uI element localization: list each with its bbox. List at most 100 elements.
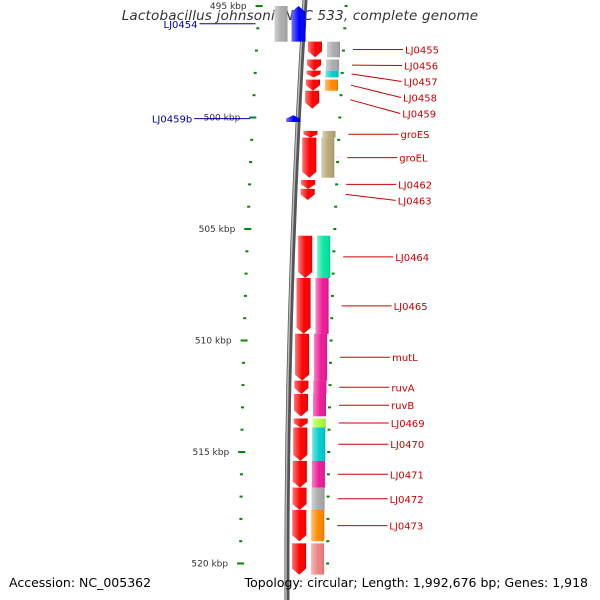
gene-arrow-shade xyxy=(292,543,307,575)
minor-tick-right xyxy=(330,317,334,320)
minor-tick-left xyxy=(250,138,254,141)
gene-label[interactable]: LJ0458 xyxy=(403,94,437,105)
gene-label[interactable]: LJ0471 xyxy=(390,470,424,481)
gene-arrow-shade xyxy=(293,418,308,428)
cog-bar-shade xyxy=(327,41,340,58)
gene-label[interactable]: LJ0456 xyxy=(404,62,438,73)
ruler-label: 520 kbp xyxy=(191,560,228,570)
gene-label[interactable]: groES xyxy=(401,130,430,141)
gene-arrow-shade xyxy=(302,137,317,178)
gene-arrow-shade xyxy=(294,380,309,395)
gene-label[interactable]: LJ0462 xyxy=(398,180,432,191)
minor-tick-right xyxy=(329,361,332,364)
gene-label[interactable]: mutL xyxy=(392,353,418,364)
gene-label[interactable]: ruvB xyxy=(391,401,414,412)
minor-tick-right xyxy=(340,71,344,74)
label-connector xyxy=(345,193,396,201)
minor-tick-right xyxy=(328,384,332,387)
minor-tick-right xyxy=(329,339,333,342)
ruler-label: 495 kbp xyxy=(210,2,247,12)
gene-arrow-shade xyxy=(307,41,322,58)
gene-arrow-shade xyxy=(298,235,313,279)
label-connector xyxy=(351,73,402,82)
minor-tick-right xyxy=(341,49,345,52)
minor-tick-left xyxy=(247,205,251,208)
cog-bar-shade xyxy=(313,380,327,394)
gene-label[interactable]: LJ0455 xyxy=(405,46,439,57)
minor-tick-right xyxy=(333,228,337,230)
ruler-label: 515 kbp xyxy=(193,448,230,458)
minor-tick-right xyxy=(344,5,348,7)
minor-tick-right xyxy=(332,250,336,253)
minor-tick-right xyxy=(343,27,347,30)
cog-bar-shade xyxy=(311,543,325,575)
minor-tick-right xyxy=(334,205,338,208)
gene-arrow-shade xyxy=(306,70,321,78)
cog-bar-shade xyxy=(274,6,288,42)
minor-tick-right xyxy=(335,183,339,186)
cog-bar-shade xyxy=(326,59,340,71)
gene-arrow-shade xyxy=(286,115,301,122)
ruler-tick xyxy=(237,562,245,565)
cog-bar-shade xyxy=(314,333,328,381)
gene-arrow-shade xyxy=(307,59,322,71)
gene-label[interactable]: LJ0459b xyxy=(152,115,192,126)
minor-tick-left xyxy=(245,250,249,253)
gene-label[interactable]: LJ0463 xyxy=(398,196,432,207)
minor-tick-right xyxy=(326,562,330,565)
minor-tick-left xyxy=(239,495,243,498)
minor-tick-right xyxy=(327,428,331,431)
gene-label[interactable]: LJ0470 xyxy=(390,440,424,451)
gene-label[interactable]: LJ0465 xyxy=(394,302,428,313)
gene-label[interactable]: LJ0454 xyxy=(164,20,198,31)
ruler-tick xyxy=(238,451,246,453)
gene-label[interactable]: LJ0459 xyxy=(402,110,436,121)
gene-arrow-shade xyxy=(291,6,306,42)
minor-tick-right xyxy=(327,451,331,453)
cog-bar-shade xyxy=(311,487,325,510)
label-connector xyxy=(350,99,401,114)
gene-label[interactable]: LJ0472 xyxy=(390,495,424,506)
gene-label[interactable]: LJ0469 xyxy=(391,419,425,430)
cog-bar-shade xyxy=(322,130,336,138)
minor-tick-right xyxy=(326,473,330,476)
minor-tick-right xyxy=(330,294,334,297)
gene-arrow-shade xyxy=(292,509,307,542)
cog-bar-shade xyxy=(311,510,325,542)
minor-tick-right xyxy=(339,94,343,97)
minor-tick-left xyxy=(248,183,252,186)
minor-tick-right xyxy=(338,116,342,119)
minor-tick-left xyxy=(244,272,248,275)
minor-tick-left xyxy=(239,473,243,476)
minor-tick-left xyxy=(253,71,257,74)
gene-label[interactable]: LJ0473 xyxy=(389,522,423,533)
minor-tick-left xyxy=(249,161,253,164)
minor-tick-left xyxy=(256,27,260,30)
minor-tick-left xyxy=(243,294,247,297)
minor-tick-left xyxy=(252,94,256,97)
ruler-label: 505 kbp xyxy=(199,225,236,235)
cog-bar-shade xyxy=(312,427,326,461)
minor-tick-right xyxy=(326,540,330,543)
gene-arrow-shade xyxy=(305,79,320,91)
minor-tick-left xyxy=(241,384,245,387)
minor-tick-right xyxy=(336,161,340,164)
gene-label[interactable]: groEL xyxy=(399,154,428,165)
minor-tick-left xyxy=(243,317,247,320)
gene-arrow-shade xyxy=(296,278,311,334)
minor-tick-right xyxy=(331,272,335,275)
cog-bar-shade xyxy=(315,278,329,334)
minor-tick-left xyxy=(241,406,244,409)
gene-arrow-shade xyxy=(292,460,307,488)
ruler-tick xyxy=(255,5,263,7)
gene-label[interactable]: LJ0464 xyxy=(395,253,429,264)
gene-arrow-shade xyxy=(305,90,320,109)
label-connector xyxy=(350,84,402,98)
gene-label[interactable]: LJ0457 xyxy=(404,78,438,89)
minor-tick-left xyxy=(239,540,243,543)
genome-backbone-highlight xyxy=(285,0,305,600)
minor-tick-left xyxy=(242,361,245,364)
cog-bar-shade xyxy=(311,460,325,488)
gene-label[interactable]: ruvA xyxy=(391,383,414,394)
cog-bar-shade xyxy=(317,235,331,279)
